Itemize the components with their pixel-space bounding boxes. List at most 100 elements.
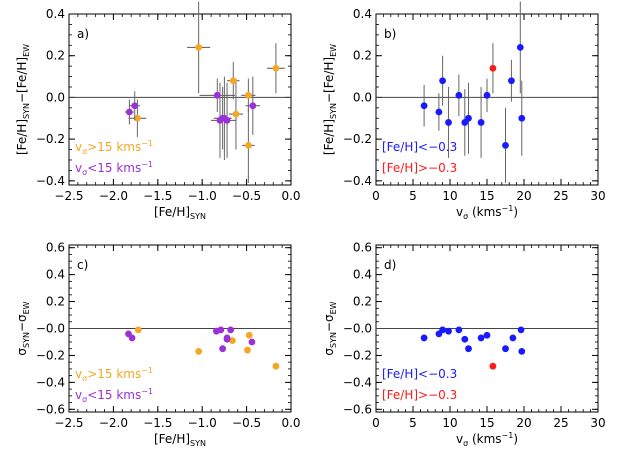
y-tick-label: −0.2	[343, 132, 372, 146]
x-tick-label: −1.0	[188, 416, 217, 430]
data-point	[195, 43, 203, 51]
data-point	[245, 331, 253, 339]
x-tick-label: 10	[442, 189, 457, 203]
x-tick-label: −1.0	[188, 189, 217, 203]
data-point	[483, 91, 491, 99]
data-point	[217, 326, 225, 334]
x-tick-label: −2.0	[99, 189, 128, 203]
data-point	[435, 108, 443, 116]
x-tick-label: 30	[590, 189, 605, 203]
data-point	[455, 91, 463, 99]
y-tick-label: 0.2	[353, 295, 372, 309]
legend-entry: vσ>15 kms−1	[75, 366, 153, 383]
x-tick-label: 15	[479, 416, 494, 430]
x-tick-label: 0	[372, 189, 380, 203]
data-point	[445, 119, 452, 126]
y-tick-label: −0.6	[36, 402, 65, 416]
y-tick-label: 0.4	[46, 7, 65, 21]
y-tick-label: 0.2	[46, 49, 65, 63]
y-axis-label: σSYN−σEW	[15, 301, 31, 355]
panel-b: 0 5 10 15 20 25 30 −0.4 −0.2 0.0 0.2 0.4 b) [Fe/H]<−0…	[322, 1, 606, 221]
data-point	[223, 116, 231, 124]
x-tick-label: 20	[516, 416, 531, 430]
x-tick-label: −2.5	[54, 416, 83, 430]
panel-d: 0 5 10 15 20 25 30 −0.6 −0.4 −0.2 −0.0 0.2 0.4 0.6 d) […	[322, 241, 606, 448]
y-tick-label: 0.6	[353, 241, 372, 255]
data-point	[420, 102, 428, 110]
data-point	[249, 102, 257, 110]
x-tick-label: 20	[516, 189, 531, 203]
x-tick-label: 25	[553, 416, 568, 430]
series-2	[124, 76, 260, 160]
series-1	[420, 1, 526, 183]
y-tick-label: 0.4	[46, 268, 65, 282]
data-point	[228, 337, 236, 345]
panel-c: −2.5 −2.0 −1.5 −1.0 −0.5 0.0 −0.6 −0.4 −0.2 −0.0 0…	[15, 241, 301, 448]
x-tick-label: −0.5	[232, 189, 261, 203]
data-point	[248, 338, 256, 346]
x-tick-label: −1.5	[143, 189, 172, 203]
data-point	[229, 77, 237, 85]
panel-label: a)	[77, 27, 89, 41]
x-axis-label: [Fe/H]SYN	[154, 432, 206, 448]
x-tick-label: −2.0	[99, 416, 128, 430]
y-tick-label: −0.0	[36, 322, 65, 336]
y-tick-label: −0.2	[36, 132, 65, 146]
series-1	[134, 326, 280, 370]
data-point	[489, 64, 497, 72]
y-axis-label: [Fe/H]SYN−[Fe/H]EW	[322, 44, 338, 155]
x-axis-label: vσ (kms−1)	[456, 204, 518, 221]
data-point	[439, 77, 446, 85]
data-point	[518, 114, 526, 122]
data-point	[445, 327, 452, 335]
data-point	[244, 91, 252, 99]
y-tick-label: 0.2	[46, 295, 65, 309]
data-point	[477, 334, 485, 342]
data-point	[420, 334, 428, 342]
data-point	[518, 347, 526, 355]
data-point	[272, 64, 280, 72]
series-2	[125, 326, 256, 353]
y-tick-label: −0.4	[36, 375, 65, 389]
x-tick-label: 0	[372, 416, 380, 430]
data-point	[465, 345, 472, 353]
panel-label: b)	[384, 27, 396, 41]
data-point	[128, 334, 136, 342]
data-point	[213, 91, 221, 99]
legend-entry: [Fe/H]<−0.3	[382, 367, 457, 381]
data-point	[219, 345, 227, 353]
x-tick-label: 10	[442, 416, 457, 430]
legend-entry: vσ<15 kms−1	[75, 387, 153, 404]
x-tick-label: 0.0	[281, 416, 300, 430]
data-point	[125, 108, 133, 116]
data-point	[244, 346, 251, 354]
data-point	[133, 114, 141, 122]
y-tick-label: −0.2	[36, 348, 65, 362]
legend-entry: vσ>15 kms−1	[75, 139, 153, 156]
legend-entry: vσ<15 kms−1	[75, 160, 153, 177]
series-2	[489, 362, 497, 370]
data-point	[223, 335, 231, 343]
data-point	[509, 334, 517, 342]
y-axis-label: σSYN−σEW	[322, 301, 338, 355]
x-tick-label: 15	[479, 189, 494, 203]
y-tick-label: −0.6	[343, 402, 372, 416]
data-point	[502, 345, 509, 353]
y-tick-label: 0.2	[353, 49, 372, 63]
series-2	[489, 43, 497, 94]
series-1	[128, 1, 285, 183]
data-point	[272, 362, 280, 370]
x-tick-label: 30	[590, 416, 605, 430]
y-tick-label: −0.4	[36, 174, 65, 188]
data-point	[517, 326, 525, 334]
data-point	[244, 141, 252, 149]
data-point	[508, 77, 515, 85]
y-tick-label: 0.6	[46, 241, 65, 255]
plot-frame	[68, 13, 292, 186]
y-tick-label: −0.0	[343, 322, 372, 336]
panel-label: c)	[77, 258, 88, 272]
data-point	[516, 43, 524, 51]
data-point	[483, 331, 491, 339]
x-axis-label: [Fe/H]SYN	[154, 205, 206, 221]
data-point	[502, 141, 509, 149]
